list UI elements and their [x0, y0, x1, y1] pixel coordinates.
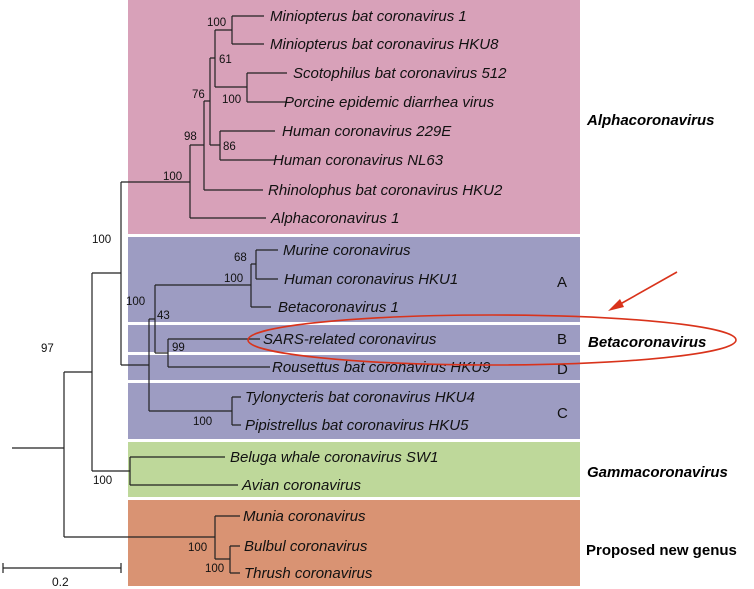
taxon-label: Bulbul coronavirus [244, 538, 368, 555]
taxon-label: Thrush coronavirus [244, 565, 373, 582]
subgroup-b-label: B [557, 331, 567, 348]
taxon-label: Human coronavirus NL63 [273, 152, 444, 169]
taxon-label: Porcine epidemic diarrhea virus [284, 94, 495, 111]
bootstrap-value: 100 [193, 416, 212, 428]
bootstrap-values: 100 100 61 86 76 98 100 68 100 99 43 100… [41, 17, 247, 575]
scale-bar-label: 0.2 [52, 575, 69, 589]
bootstrap-value: 61 [219, 54, 232, 66]
taxon-label: Human coronavirus HKU1 [284, 271, 458, 288]
bootstrap-value: 76 [192, 89, 205, 101]
alphacoronavirus-band [128, 0, 580, 234]
genus-label-alphacoronavirus: Alphacoronavirus [586, 112, 715, 129]
bootstrap-value: 100 [207, 17, 226, 29]
gammacoronavirus-band [128, 442, 580, 497]
bootstrap-value: 100 [222, 94, 241, 106]
taxon-label: Miniopterus bat coronavirus 1 [270, 8, 467, 25]
subgroup-a-label: A [557, 274, 567, 291]
taxon-label: SARS-related coronavirus [263, 331, 437, 348]
tree-branches [12, 15, 287, 574]
bootstrap-value: 99 [172, 342, 185, 354]
bootstrap-value: 100 [224, 273, 243, 285]
genus-label-gammacoronavirus: Gammacoronavirus [587, 464, 728, 481]
arrow-icon [608, 271, 678, 311]
arrow-shaft [614, 271, 678, 308]
proposed-genus-band [128, 500, 580, 586]
bootstrap-value: 100 [163, 171, 182, 183]
highlight-ellipse [247, 314, 737, 366]
bootstrap-value: 100 [92, 234, 111, 246]
bootstrap-value: 100 [93, 475, 112, 487]
taxon-label: Pipistrellus bat coronavirus HKU5 [245, 417, 469, 434]
taxon-label: Miniopterus bat coronavirus HKU8 [270, 36, 499, 53]
taxon-label: Tylonycteris bat coronavirus HKU4 [245, 389, 475, 406]
taxon-label: Scotophilus bat coronavirus 512 [293, 65, 507, 82]
taxon-label: Beluga whale coronavirus SW1 [230, 449, 438, 466]
taxon-label: Human coronavirus 229E [282, 123, 452, 140]
genus-label-proposed: Proposed new genus [586, 542, 737, 559]
taxon-label: Rhinolophus bat coronavirus HKU2 [268, 182, 503, 199]
subgroup-d-label: D [557, 361, 568, 378]
beta-subgroup-a-band [128, 237, 580, 322]
taxon-label: Betacoronavirus 1 [278, 299, 399, 316]
taxon-label: Avian coronavirus [241, 477, 361, 494]
taxon-label: Murine coronavirus [283, 242, 411, 259]
taxon-labels: Miniopterus bat coronavirus 1 Miniopteru… [230, 8, 507, 582]
bootstrap-value: 86 [223, 141, 236, 153]
taxon-label: Alphacoronavirus 1 [270, 210, 399, 227]
bootstrap-value: 68 [234, 252, 247, 264]
bootstrap-value: 100 [188, 542, 207, 554]
arrow-head [608, 299, 624, 311]
subgroup-c-label: C [557, 405, 568, 422]
bootstrap-value: 100 [205, 563, 224, 575]
taxon-label: Rousettus bat coronavirus HKU9 [272, 359, 491, 376]
bootstrap-value: 43 [157, 310, 170, 322]
bootstrap-value: 97 [41, 343, 54, 355]
taxon-label: Munia coronavirus [243, 508, 366, 525]
scale-bar: 0.2 [2, 563, 122, 589]
bootstrap-value: 98 [184, 131, 197, 143]
genus-label-betacoronavirus: Betacoronavirus [588, 334, 706, 351]
bootstrap-value: 100 [126, 296, 145, 308]
